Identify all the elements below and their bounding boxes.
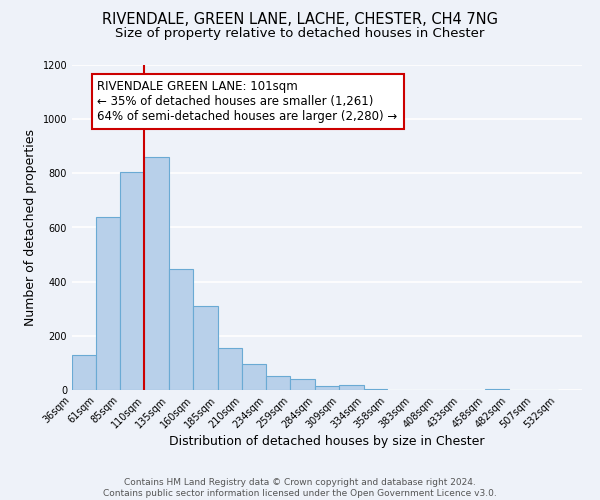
Bar: [315, 386, 339, 390]
Y-axis label: Number of detached properties: Number of detached properties: [24, 129, 37, 326]
Bar: [169, 270, 193, 390]
Bar: [218, 348, 242, 390]
Text: RIVENDALE GREEN LANE: 101sqm
← 35% of detached houses are smaller (1,261)
64% of: RIVENDALE GREEN LANE: 101sqm ← 35% of de…: [97, 80, 398, 123]
Text: RIVENDALE, GREEN LANE, LACHE, CHESTER, CH4 7NG: RIVENDALE, GREEN LANE, LACHE, CHESTER, C…: [102, 12, 498, 28]
Bar: [485, 388, 509, 390]
Bar: [266, 376, 290, 390]
Bar: [145, 157, 169, 390]
Text: Contains HM Land Registry data © Crown copyright and database right 2024.
Contai: Contains HM Land Registry data © Crown c…: [103, 478, 497, 498]
Bar: [364, 388, 387, 390]
Text: Size of property relative to detached houses in Chester: Size of property relative to detached ho…: [115, 28, 485, 40]
X-axis label: Distribution of detached houses by size in Chester: Distribution of detached houses by size …: [169, 436, 485, 448]
Bar: [120, 172, 145, 390]
Bar: [242, 364, 266, 390]
Bar: [290, 379, 315, 390]
Bar: [339, 384, 364, 390]
Bar: [72, 355, 97, 390]
Bar: [97, 216, 120, 390]
Bar: [193, 306, 218, 390]
